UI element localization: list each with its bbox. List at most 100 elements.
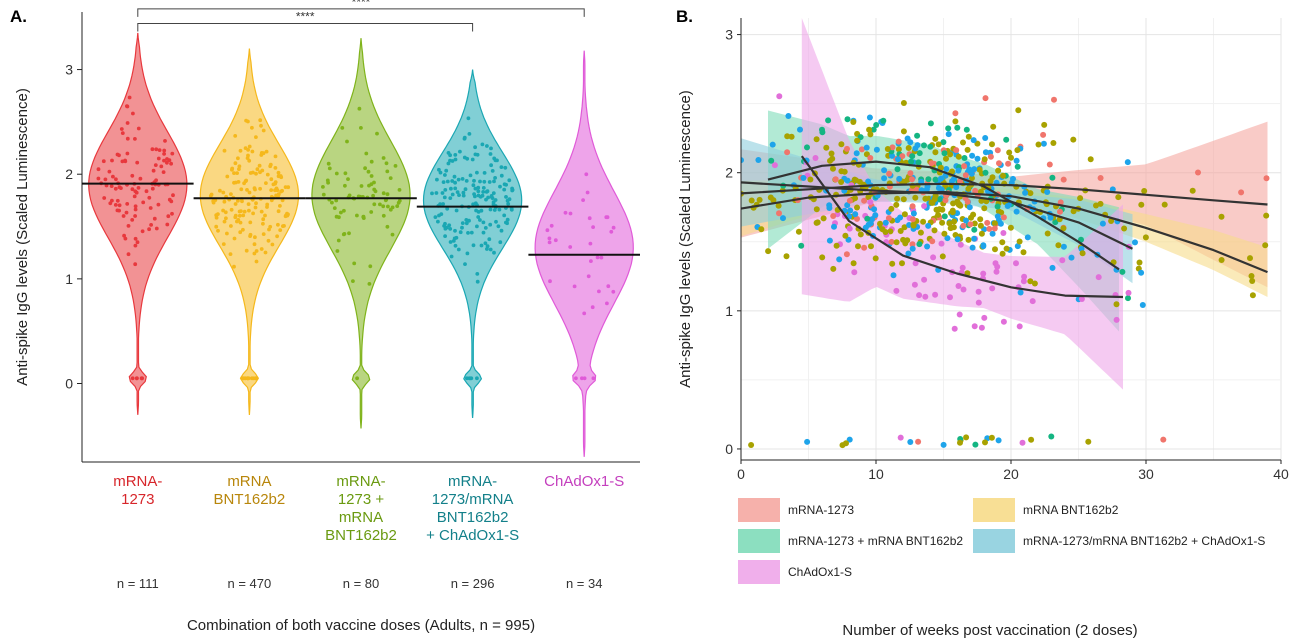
dot-point xyxy=(481,190,486,194)
category-label: ChAdOx1-S xyxy=(544,473,624,490)
scatter-point xyxy=(989,285,996,292)
scatter-point xyxy=(844,145,850,152)
dot-point xyxy=(221,242,226,247)
dot-point xyxy=(498,184,502,189)
dot-point xyxy=(375,131,379,136)
dot-point xyxy=(264,149,269,154)
scatter-point xyxy=(888,238,895,245)
scatter-point xyxy=(1052,219,1059,226)
scatter-point xyxy=(970,137,977,144)
dot-point xyxy=(465,251,470,256)
scatter-point xyxy=(963,217,969,224)
scatter-point xyxy=(949,209,956,216)
category-label: mRNA xyxy=(227,473,271,490)
scatter-point xyxy=(920,218,927,225)
dot-point xyxy=(222,199,227,204)
scatter-point xyxy=(873,122,880,128)
scatter-point xyxy=(909,203,916,210)
dot-point xyxy=(572,284,577,289)
scatter-point xyxy=(998,209,1005,216)
scatter-point xyxy=(1013,157,1020,164)
dot-point xyxy=(229,192,233,197)
dot-point xyxy=(263,250,268,255)
dot-point xyxy=(352,261,357,266)
scatter-point xyxy=(1077,195,1084,202)
scatter-point xyxy=(951,218,958,225)
dot-point xyxy=(585,190,590,195)
scatter-point xyxy=(921,276,928,283)
dot-point xyxy=(568,211,573,216)
dot-point xyxy=(347,231,351,236)
scatter-point xyxy=(881,175,888,182)
scatter-point xyxy=(882,219,889,226)
dot-point xyxy=(141,200,146,205)
dot-point xyxy=(475,279,480,284)
x-tick-label: 0 xyxy=(737,466,745,482)
scatter-point xyxy=(771,162,778,169)
scatter-point xyxy=(1249,278,1256,284)
dot-point xyxy=(448,153,452,158)
dot-point xyxy=(347,193,352,198)
n-label: n = 34 xyxy=(566,576,603,591)
dot-point xyxy=(381,191,386,196)
scatter-point xyxy=(880,117,887,124)
dot-point xyxy=(366,169,371,174)
scatter-point xyxy=(935,141,942,148)
scatter-point xyxy=(1138,269,1145,276)
dot-point xyxy=(473,194,477,199)
dot-point xyxy=(462,136,467,141)
dot-point xyxy=(502,187,507,192)
scatter-point xyxy=(916,292,923,299)
dot-point xyxy=(123,236,128,241)
dot-point xyxy=(443,188,448,192)
dot-point xyxy=(247,190,252,195)
legend-swatch xyxy=(738,560,780,584)
scatter-point xyxy=(950,224,957,231)
scatter-point xyxy=(819,254,826,261)
scatter-point xyxy=(842,232,849,239)
scatter-point xyxy=(989,230,996,237)
scatter-point xyxy=(844,116,851,123)
dot-point xyxy=(130,376,135,381)
scatter-point xyxy=(889,152,895,159)
dot-point xyxy=(125,104,130,109)
scatter-point xyxy=(993,268,1000,275)
dot-point xyxy=(223,210,228,215)
dot-point xyxy=(273,180,278,185)
dot-point xyxy=(115,198,120,203)
dot-point xyxy=(471,243,476,248)
scatter-point xyxy=(897,434,904,441)
scatter-point xyxy=(1068,254,1075,261)
scatter-point xyxy=(980,243,987,250)
dot-point xyxy=(475,224,479,229)
dot-point xyxy=(568,245,573,249)
dot-point xyxy=(469,230,474,235)
scatter-point xyxy=(1008,154,1014,161)
dot-point xyxy=(456,177,461,182)
scatter-point xyxy=(870,126,877,133)
scatter-point xyxy=(965,236,972,243)
significance-bracket xyxy=(137,8,585,17)
scatter-point xyxy=(894,166,901,173)
dot-point xyxy=(471,183,476,188)
scatter-point xyxy=(830,265,837,272)
dot-point xyxy=(332,206,337,211)
scatter-point xyxy=(947,151,954,158)
scatter-point xyxy=(901,224,908,231)
dot-point xyxy=(599,255,604,260)
dot-point xyxy=(334,198,339,203)
x-tick-label: 20 xyxy=(1003,466,1019,482)
y-tick-label: 3 xyxy=(65,62,73,78)
dot-point xyxy=(448,240,453,244)
scatter-point xyxy=(938,240,945,247)
dot-point xyxy=(434,191,439,195)
ci-band-4 xyxy=(801,18,1123,390)
dot-point xyxy=(248,220,253,225)
dot-point xyxy=(254,201,258,206)
scatter-point xyxy=(971,226,978,233)
y-tick-label: 2 xyxy=(65,166,73,182)
scatter-point xyxy=(1093,202,1099,209)
dot-point xyxy=(252,242,257,247)
dot-point xyxy=(254,171,258,176)
scatter-point xyxy=(939,219,946,226)
